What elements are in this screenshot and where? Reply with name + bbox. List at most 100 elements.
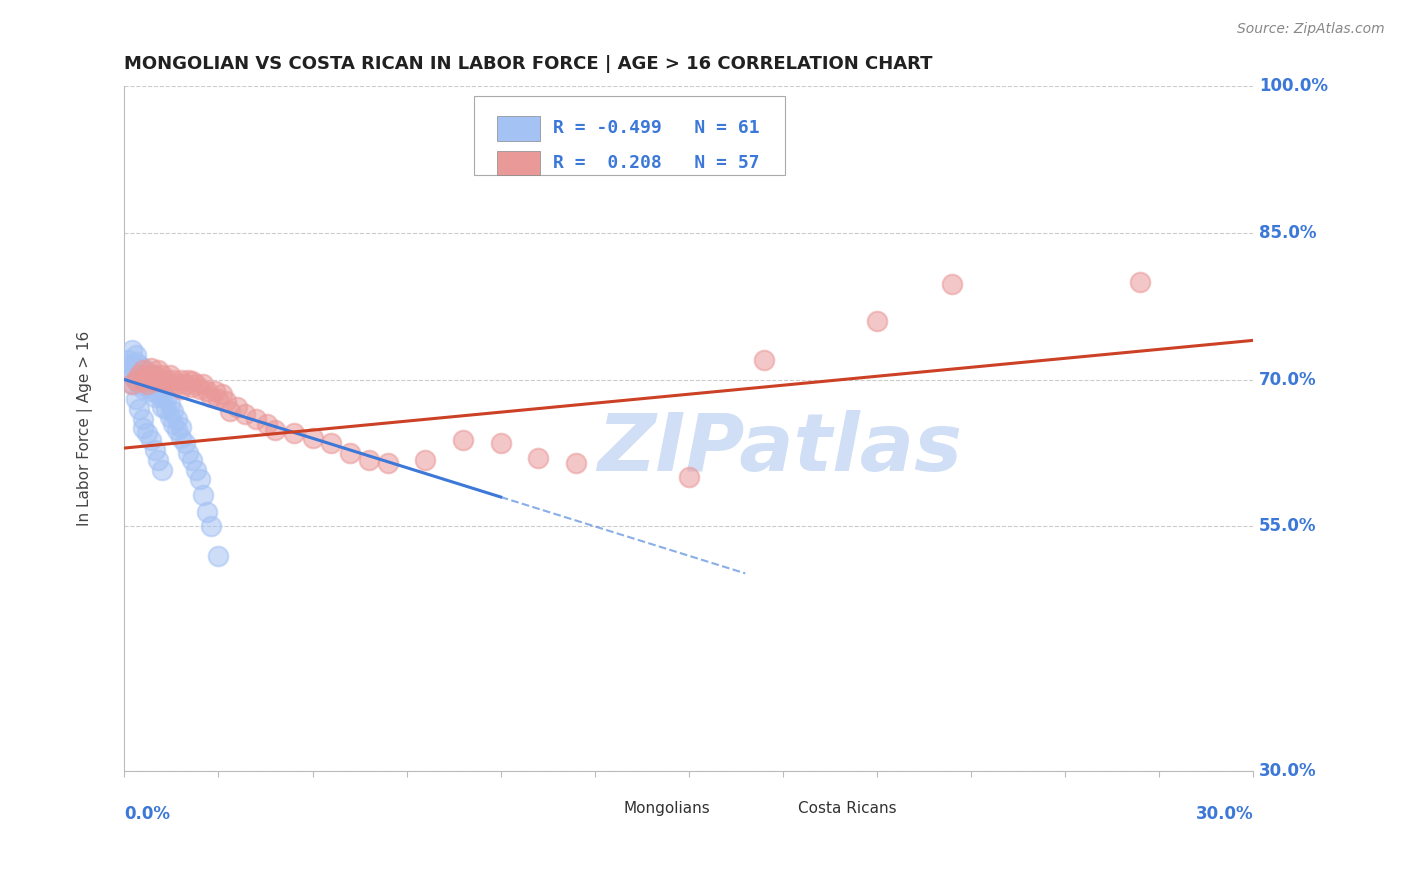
Text: Source: ZipAtlas.com: Source: ZipAtlas.com bbox=[1237, 22, 1385, 37]
Point bbox=[121, 377, 143, 392]
Text: ZIPatlas: ZIPatlas bbox=[596, 410, 962, 488]
Text: 70.0%: 70.0% bbox=[1258, 370, 1316, 389]
Point bbox=[148, 452, 170, 467]
Text: MONGOLIAN VS COSTA RICAN IN LABOR FORCE | AGE > 16 CORRELATION CHART: MONGOLIAN VS COSTA RICAN IN LABOR FORCE … bbox=[124, 55, 934, 73]
Point bbox=[128, 401, 150, 416]
Point bbox=[162, 417, 184, 431]
Point bbox=[125, 372, 148, 386]
Point bbox=[132, 382, 155, 396]
Point bbox=[132, 375, 155, 389]
Point bbox=[125, 392, 148, 406]
Point bbox=[125, 360, 148, 375]
Point bbox=[139, 372, 162, 386]
Point bbox=[256, 417, 278, 431]
Point bbox=[125, 367, 148, 381]
Point bbox=[752, 353, 775, 368]
Point bbox=[170, 372, 193, 386]
Point bbox=[136, 426, 159, 441]
Point bbox=[226, 400, 249, 414]
Point bbox=[1129, 275, 1152, 289]
Point bbox=[415, 452, 437, 467]
Point bbox=[136, 372, 159, 386]
Point bbox=[204, 384, 226, 399]
Point bbox=[177, 446, 200, 460]
Point bbox=[155, 401, 177, 416]
Point bbox=[264, 424, 287, 438]
Point bbox=[150, 390, 173, 404]
Point bbox=[139, 375, 162, 389]
Point bbox=[136, 380, 159, 394]
Point bbox=[143, 442, 166, 457]
Point bbox=[139, 360, 162, 375]
Point bbox=[283, 426, 305, 441]
Point bbox=[139, 368, 162, 382]
Point bbox=[155, 372, 177, 386]
Point bbox=[117, 353, 139, 368]
Point bbox=[136, 368, 159, 382]
Point bbox=[166, 411, 188, 425]
Point bbox=[200, 390, 222, 404]
Point bbox=[148, 377, 170, 392]
Point bbox=[162, 404, 184, 418]
Point bbox=[188, 382, 211, 396]
Point bbox=[193, 488, 215, 502]
Point bbox=[132, 362, 155, 376]
Point bbox=[117, 362, 139, 376]
Text: Mongolians: Mongolians bbox=[623, 801, 710, 816]
Point bbox=[166, 377, 188, 392]
Point bbox=[159, 377, 181, 392]
Point bbox=[195, 384, 218, 399]
Point bbox=[143, 372, 166, 386]
Text: R = -0.499   N = 61: R = -0.499 N = 61 bbox=[554, 120, 761, 137]
Text: 30.0%: 30.0% bbox=[1195, 805, 1253, 823]
Point bbox=[150, 375, 173, 389]
Text: 55.0%: 55.0% bbox=[1258, 517, 1316, 535]
Point bbox=[150, 400, 173, 414]
Point bbox=[215, 394, 238, 409]
Point bbox=[195, 505, 218, 519]
Point bbox=[170, 419, 193, 434]
Text: 85.0%: 85.0% bbox=[1258, 224, 1316, 242]
Point bbox=[866, 314, 889, 328]
FancyBboxPatch shape bbox=[474, 96, 785, 175]
Text: In Labor Force | Age > 16: In Labor Force | Age > 16 bbox=[77, 331, 93, 526]
Point bbox=[139, 434, 162, 448]
Point bbox=[143, 390, 166, 404]
Point bbox=[121, 377, 143, 392]
Point bbox=[170, 431, 193, 445]
Point bbox=[166, 424, 188, 438]
Point bbox=[143, 375, 166, 389]
Point bbox=[155, 392, 177, 406]
Bar bbox=[751, 799, 785, 819]
Point bbox=[207, 392, 229, 406]
Point bbox=[321, 436, 343, 450]
Point bbox=[139, 384, 162, 399]
Point bbox=[128, 368, 150, 382]
Bar bbox=[496, 151, 540, 175]
Text: R =  0.208   N = 57: R = 0.208 N = 57 bbox=[554, 153, 761, 172]
Point bbox=[181, 452, 204, 467]
Point bbox=[233, 407, 256, 421]
Point bbox=[125, 372, 148, 386]
Point bbox=[301, 431, 323, 445]
Point bbox=[128, 377, 150, 392]
Point bbox=[150, 382, 173, 396]
Point bbox=[188, 472, 211, 486]
Point bbox=[125, 355, 148, 369]
Point bbox=[357, 452, 380, 467]
Point bbox=[173, 436, 195, 450]
Point bbox=[150, 462, 173, 476]
Point bbox=[148, 362, 170, 376]
Point bbox=[125, 348, 148, 362]
Point bbox=[245, 411, 267, 425]
Text: 30.0%: 30.0% bbox=[1258, 762, 1316, 780]
Point bbox=[489, 436, 512, 450]
Point bbox=[150, 368, 173, 382]
Point bbox=[184, 462, 207, 476]
Point bbox=[159, 397, 181, 411]
Point bbox=[128, 370, 150, 384]
Point bbox=[132, 360, 155, 375]
Bar bbox=[576, 799, 610, 819]
Bar bbox=[496, 116, 540, 141]
Point bbox=[181, 380, 204, 394]
